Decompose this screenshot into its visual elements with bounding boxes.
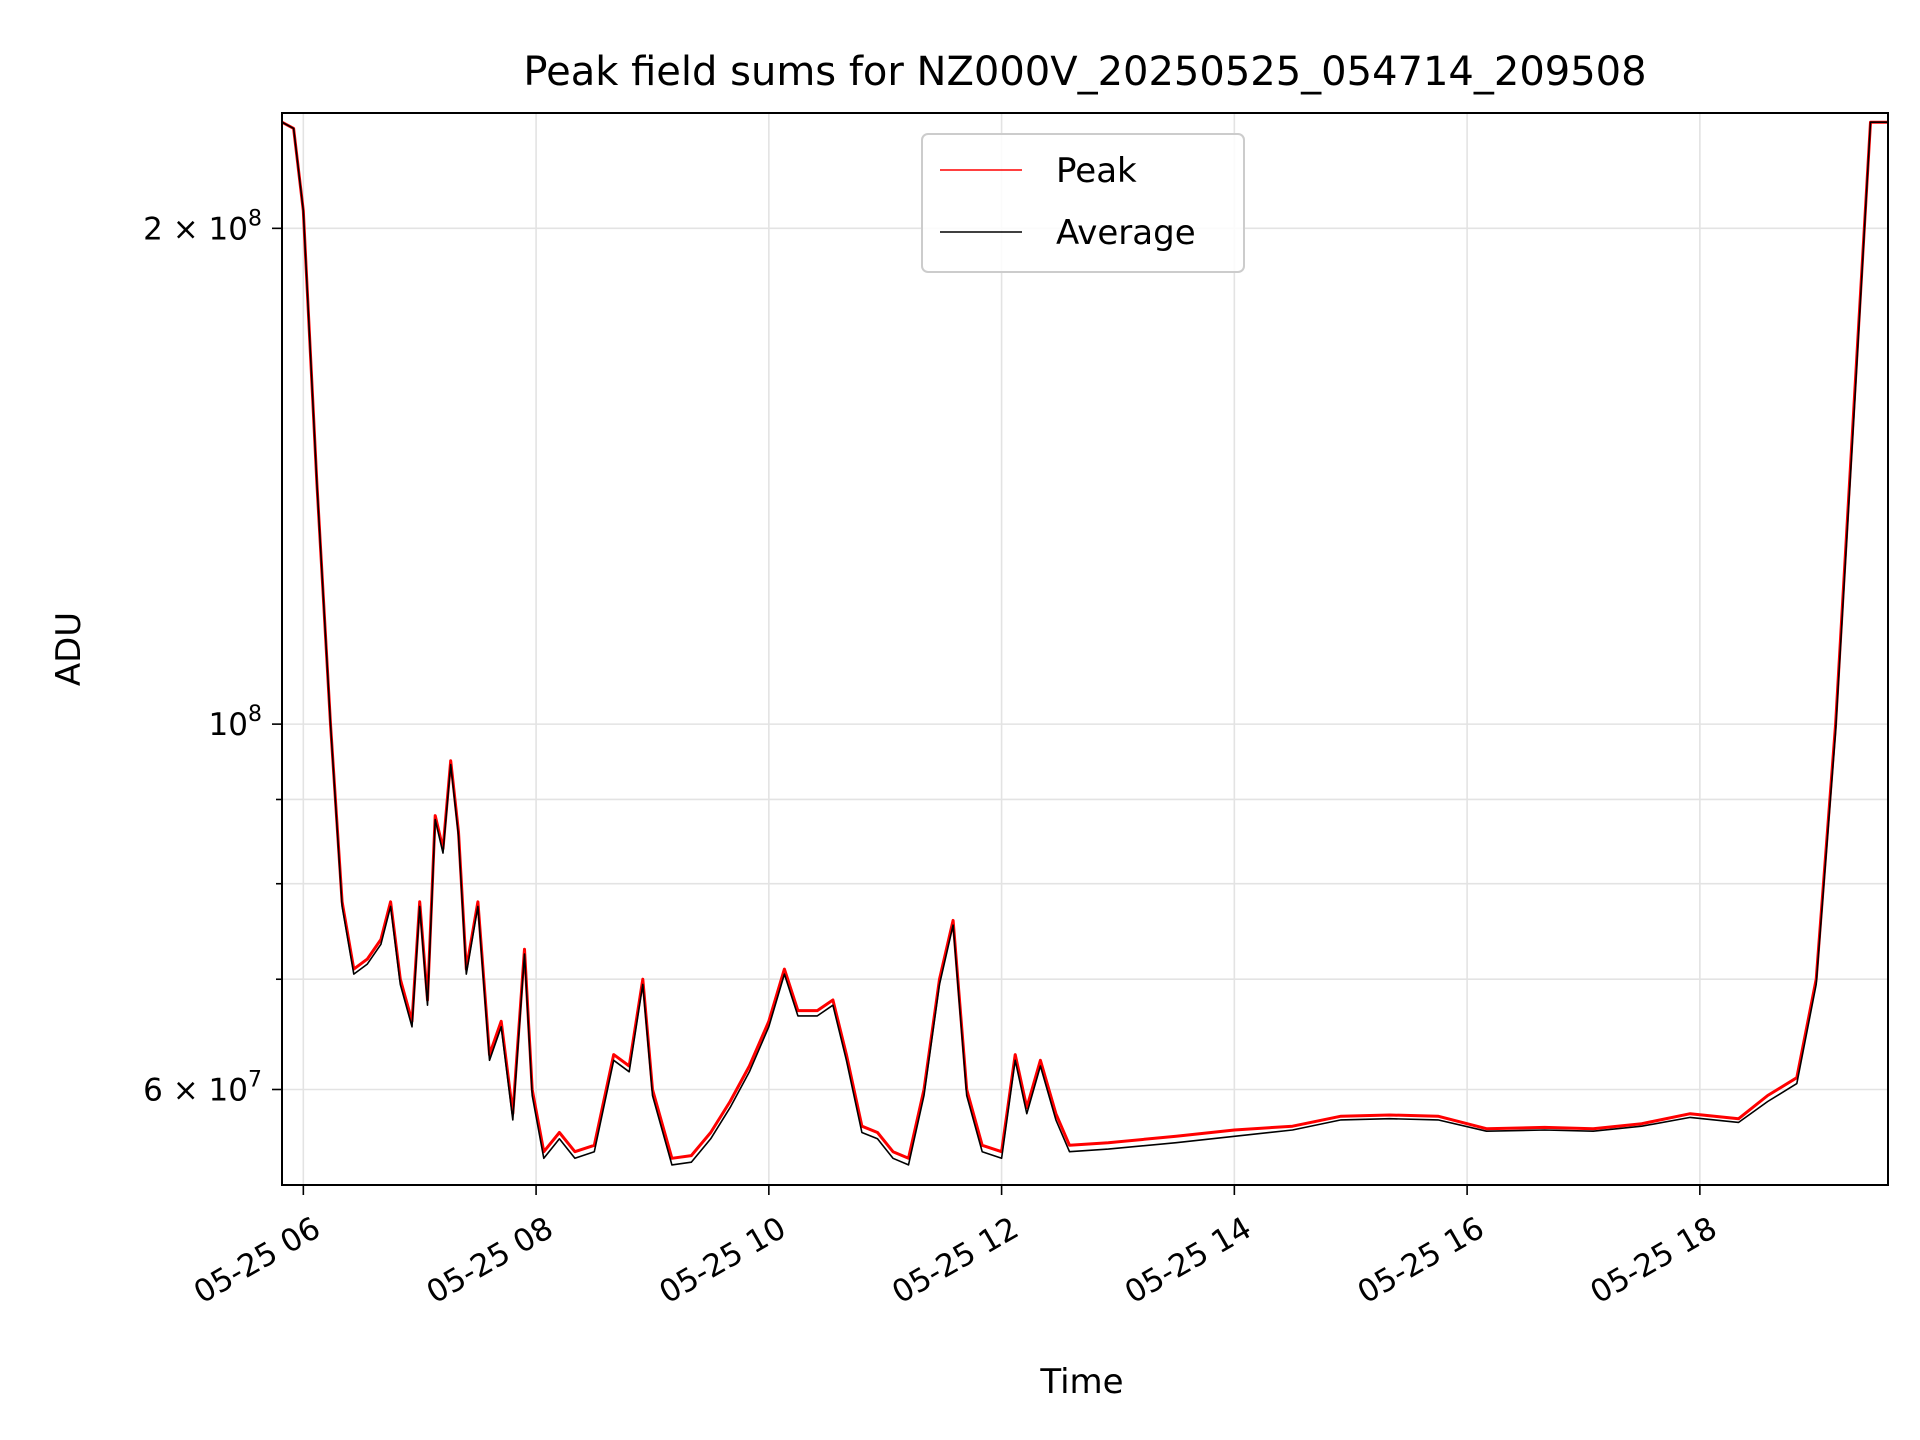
y-tick-label: 108 [209,702,262,743]
x-axis-label: Time [1039,1362,1123,1402]
legend: Peak Average [921,133,1245,273]
plot-frame [281,112,1889,1186]
series-line-average [282,121,1888,1166]
chart-title: Peak field sums for NZ000V_20250525_0547… [523,49,1646,95]
y-tick-label: 6 × 107 [143,1067,262,1108]
legend-box [921,133,1245,273]
series-lines [282,120,1888,1166]
legend-label-average: Average [1056,213,1196,253]
legend-label-peak: Peak [1056,151,1137,191]
y-tick-label: 2 × 108 [143,206,262,247]
y-axis-label: ADU [49,612,89,686]
